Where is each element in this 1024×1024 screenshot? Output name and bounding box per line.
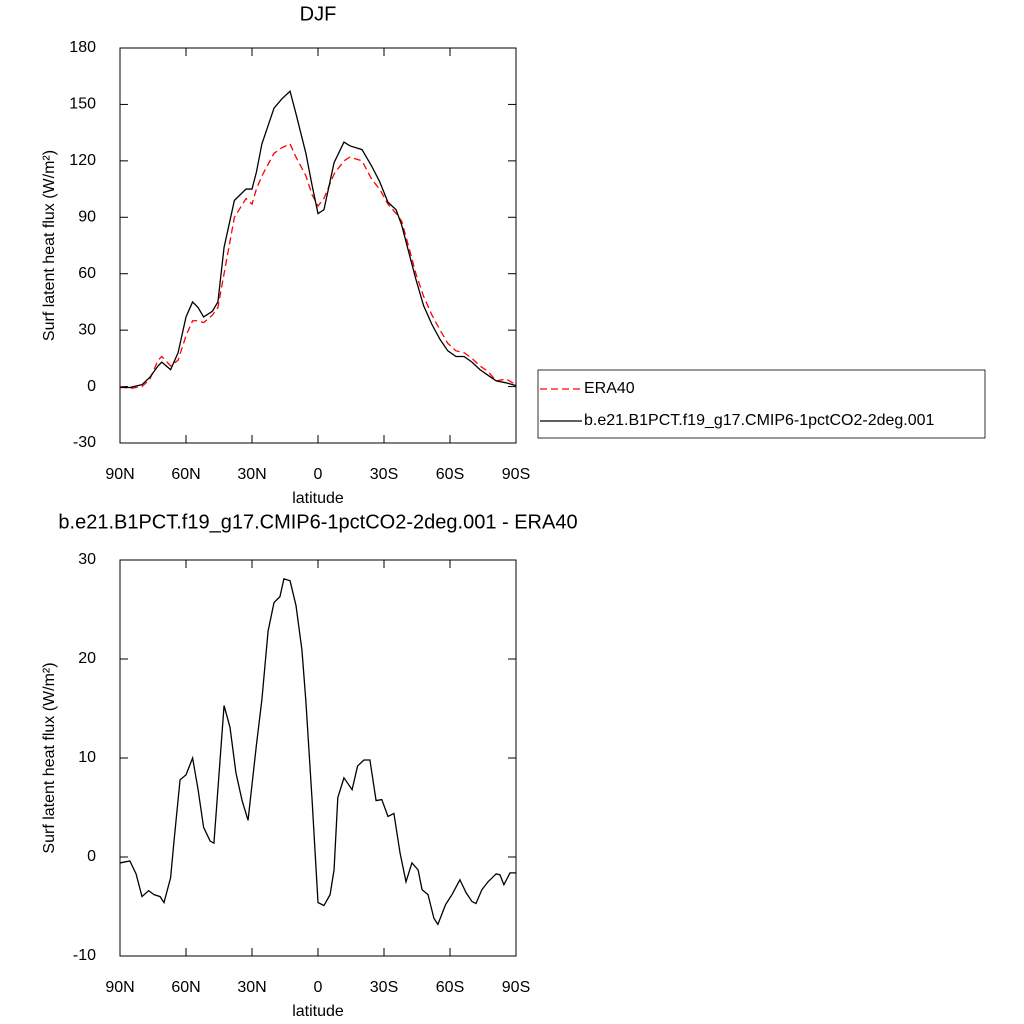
legend-label: ERA40 [584,380,635,397]
x-tick-label: 30S [370,979,398,996]
x-tick-label: 30N [237,979,266,996]
y-tick-label: 0 [87,848,96,865]
x-tick-label: 90S [502,466,530,483]
x-axis-label: latitude [292,490,344,507]
y-tick-label: 60 [78,265,96,282]
series-line [120,90,517,389]
x-tick-label: 60S [436,979,464,996]
y-axis-label: Surf latent heat flux (W/m²) [41,662,58,853]
chart-title: DJF [300,3,337,25]
legend-label: b.e21.B1PCT.f19_g17.CMIP6-1pctCO2-2deg.0… [584,412,935,429]
x-tick-label: 60N [171,979,200,996]
x-tick-label: 60S [436,466,464,483]
y-tick-label: 30 [78,321,96,338]
x-tick-label: 0 [314,466,323,483]
series-line [119,143,517,390]
x-tick-label: 90N [105,466,134,483]
y-tick-label: 90 [78,209,96,226]
y-tick-label: 120 [69,152,96,169]
x-axis-label: latitude [292,1003,344,1020]
y-tick-label: -30 [73,434,96,451]
y-tick-label: 10 [78,749,96,766]
x-tick-label: 30S [370,466,398,483]
y-tick-label: 20 [78,650,96,667]
y-tick-label: -10 [73,947,96,964]
chart-title: b.e21.B1PCT.f19_g17.CMIP6-1pctCO2-2deg.0… [58,511,577,533]
x-tick-label: 60N [171,466,200,483]
y-tick-label: 0 [87,378,96,395]
series-line [119,577,516,926]
y-tick-label: 180 [69,39,96,56]
legend: ERA40 b.e21.B1PCT.f19_g17.CMIP6-1pctCO2-2… [537,369,986,439]
y-axis-label: Surf latent heat flux (W/m²) [41,150,58,341]
legend-box [537,369,986,439]
x-tick-label: 30N [237,466,266,483]
x-tick-label: 90S [502,979,530,996]
x-tick-label: 0 [314,979,323,996]
plot-frame [119,47,517,444]
y-tick-label: 30 [78,551,96,568]
x-tick-label: 90N [105,979,134,996]
y-tick-label: 150 [69,96,96,113]
